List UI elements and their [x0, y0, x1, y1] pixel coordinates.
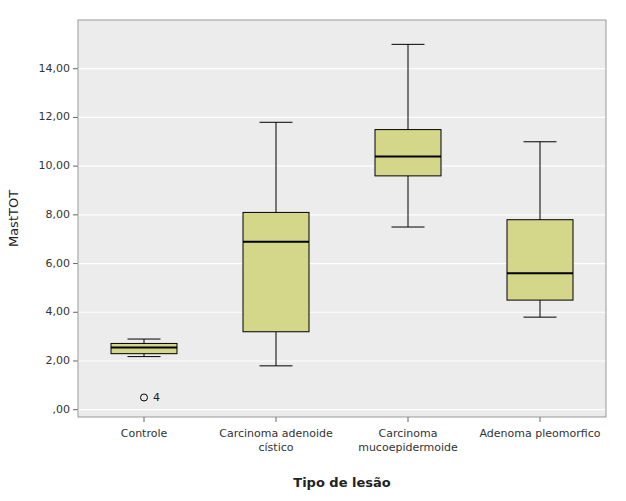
grid-line: [78, 68, 606, 69]
annotation: 4: [153, 391, 160, 404]
tick-mark: [73, 312, 78, 313]
box: [375, 130, 441, 176]
cap-low: [524, 317, 557, 318]
tick-mark: [540, 417, 541, 422]
tick-label: 12,00: [39, 110, 71, 123]
whisker-low: [276, 332, 277, 366]
plot-background: [78, 20, 606, 417]
grid-line: [78, 117, 606, 118]
whisker-high: [408, 44, 409, 129]
cap-high: [524, 141, 557, 142]
tick-mark: [276, 417, 277, 422]
tick-mark: [73, 214, 78, 215]
whisker-low: [408, 176, 409, 227]
whisker-high: [276, 122, 277, 212]
tick-label: Carcinomamucoepidermoide: [358, 427, 458, 454]
tick-mark: [73, 68, 78, 69]
cap-low: [392, 227, 425, 228]
median: [375, 155, 441, 157]
cap-high: [128, 339, 161, 340]
y-axis-label: MastTOT: [6, 190, 21, 247]
tick-label: 10,00: [39, 159, 71, 172]
cap-low: [260, 365, 293, 366]
median: [243, 241, 309, 243]
tick-label: 8,00: [46, 208, 71, 221]
whisker-high: [144, 339, 145, 343]
boxes: [111, 44, 573, 401]
cap-high: [260, 122, 293, 123]
tick-label: ,00: [53, 403, 71, 416]
tick-label: 14,00: [39, 62, 71, 75]
plot-frame: [78, 20, 606, 417]
tick-mark: [408, 417, 409, 422]
grid-line: [78, 214, 606, 215]
grid-line: [78, 409, 606, 410]
grid-line: [78, 312, 606, 313]
tick-label: Adenoma pleomorfico: [480, 427, 601, 440]
grid-line: [78, 166, 606, 167]
tick-mark: [73, 263, 78, 264]
tick-label: 4,00: [46, 305, 71, 318]
whisker-high: [540, 142, 541, 220]
chart: ,00 2,00 4,00 6,00 8,00 10,00 12,00 14,00 4 Contr…: [0, 0, 626, 501]
box-group: [111, 339, 177, 401]
grid-line: [78, 360, 606, 361]
tick-mark: [73, 117, 78, 118]
cap-low: [128, 356, 161, 357]
tick-mark: [73, 166, 78, 167]
x-axis-label: Tipo de lesão: [293, 475, 391, 490]
box-group: [507, 142, 573, 317]
tick-mark: [73, 360, 78, 361]
whisker-low: [540, 300, 541, 317]
x-axis: Controle Carcinoma adenoidecístico Carcino…: [121, 417, 601, 454]
cap-high: [392, 44, 425, 45]
tick-label: 2,00: [46, 354, 71, 367]
y-axis: ,00 2,00 4,00 6,00 8,00 10,00 12,00 14,00: [39, 62, 607, 416]
tick-label: 6,00: [46, 257, 71, 270]
flier: [141, 394, 148, 401]
box-group: [375, 44, 441, 227]
box-group: [243, 122, 309, 366]
box: [507, 220, 573, 300]
median: [507, 272, 573, 274]
box: [243, 212, 309, 331]
tick-mark: [73, 409, 78, 410]
box: [111, 343, 177, 353]
tick-label: Carcinoma adenoidecístico: [219, 427, 333, 454]
tick-label: Controle: [121, 427, 168, 440]
median: [111, 347, 177, 349]
tick-mark: [144, 417, 145, 422]
